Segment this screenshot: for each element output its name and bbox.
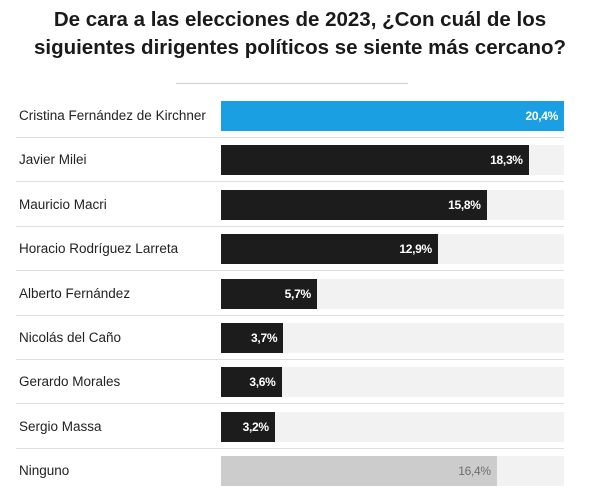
category-label: Gerardo Morales (19, 374, 121, 390)
value-label: 12,9% (399, 242, 432, 257)
value-label: 16,4% (458, 464, 491, 479)
bar-track: 18,3% (221, 145, 564, 176)
bar: 18,3% (221, 145, 529, 176)
bar-track: 3,2% (221, 411, 564, 442)
bar-row: Alberto Fernández 5,7% (0, 272, 600, 316)
bar-track: 5,7% (221, 278, 564, 309)
category-label: Cristina Fernández de Kirchner (19, 108, 206, 123)
bar: 3,2% (221, 411, 275, 442)
bar-row: Cristina Fernández de Kirchner 20,4% (0, 94, 600, 138)
bar: 3,7% (221, 323, 284, 353)
bar-track: 20,4% (221, 101, 564, 131)
bar: 5,7% (221, 278, 317, 309)
value-label: 3,6% (249, 375, 276, 390)
value-label: 3,2% (242, 419, 269, 434)
title-divider (176, 83, 408, 84)
bar: 15,8% (221, 189, 487, 220)
bar-row: Sergio Massa 3,2% (0, 405, 600, 449)
category-label: Horacio Rodríguez Larreta (19, 241, 179, 257)
bar-row: Nicolás del Caño 3,7% (0, 316, 600, 360)
bar-track: 3,7% (221, 323, 564, 353)
category-label: Mauricio Macri (19, 196, 107, 212)
bar-track: 3,6% (221, 367, 564, 398)
chart-title: De cara a las elecciones de 2023, ¿Con c… (0, 6, 600, 62)
category-label: Ninguno (19, 463, 70, 479)
value-label: 5,7% (284, 286, 311, 301)
value-label: 3,7% (251, 331, 278, 345)
bar-track: 15,8% (221, 189, 564, 220)
bar: 12,9% (221, 234, 438, 265)
chart-title-line-2: siguientes dirigentes políticos se sient… (33, 36, 567, 59)
category-label: Nicolás del Caño (19, 330, 122, 345)
category-label: Javier Milei (19, 152, 87, 168)
bar: 16,4% (221, 456, 497, 487)
category-label: Sergio Massa (19, 418, 102, 434)
category-label: Alberto Fernández (19, 285, 131, 301)
bar-row: Horacio Rodríguez Larreta 12,9% (0, 227, 600, 272)
value-label: 15,8% (448, 197, 481, 212)
bar-track: 12,9% (221, 234, 564, 265)
value-label: 20,4% (525, 109, 558, 123)
bar-row: Gerardo Morales 3,6% (0, 360, 600, 405)
chart-title-line-1: De cara a las elecciones de 2023, ¿Con c… (53, 8, 547, 31)
bar-row: Mauricio Macri 15,8% (0, 183, 600, 227)
bar-row: Javier Milei 18,3% (0, 138, 600, 183)
bar-track: 16,4% (221, 456, 564, 487)
bar: 20,4% (221, 101, 564, 131)
bar-row: Ninguno 16,4% (0, 449, 600, 493)
bar: 3,6% (221, 367, 282, 398)
value-label: 18,3% (490, 153, 523, 168)
